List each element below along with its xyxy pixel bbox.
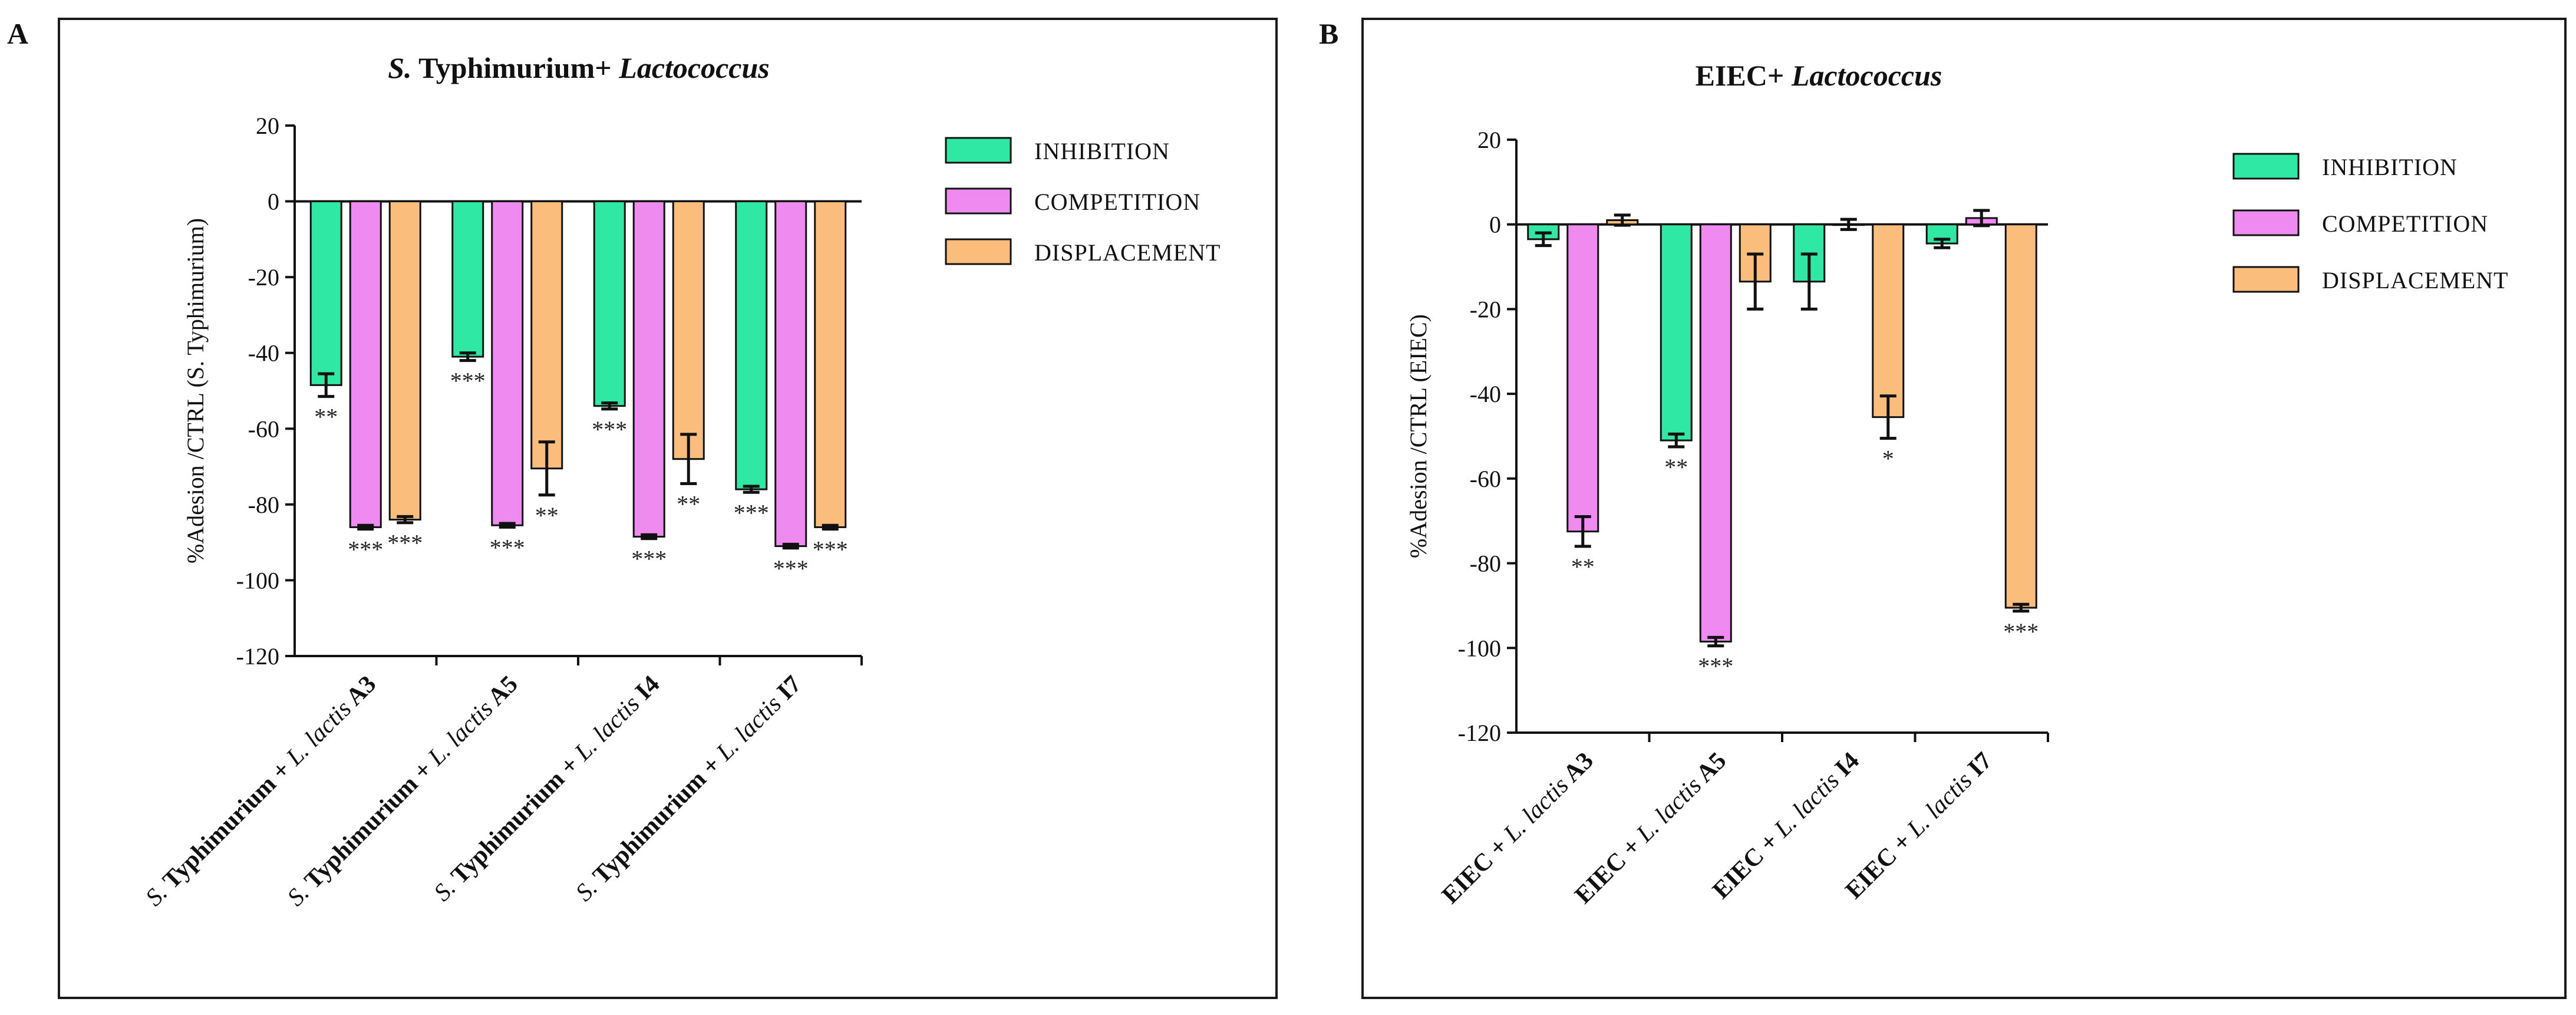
chartA-sig-label: *** [450,368,486,394]
chartA-legend-label-competition: COMPETITION [1034,189,1200,215]
chartB-ytick-label: -40 [1470,381,1501,407]
chartB-ytick-label: -80 [1470,551,1501,577]
panel-a-frame [58,18,1278,999]
chartA-sig-label: *** [773,555,809,582]
chartA-sig-label: *** [734,499,769,526]
chartA-ytick-label: -100 [236,567,279,594]
chartA-sig-label: *** [631,546,667,572]
chartB-sig-label: ** [1571,553,1595,580]
chartB-sig-label: ** [1664,454,1688,480]
chartA-bar-displacement [672,200,705,460]
chartA-bar-competition [632,200,665,538]
chartB-legend-label-competition: COMPETITION [2322,210,2488,237]
chartB-ytick-label: -120 [1458,720,1501,746]
chartB-legend-label-inhibition: INHIBITION [2322,154,2458,180]
chartA-sig-label: *** [813,536,848,563]
chartB-category-label: EIEC + L. lactis I4 [1707,747,1864,904]
chartA-bar-displacement [814,200,847,528]
chartB-ytick-label: -60 [1470,466,1501,492]
chartA-sig-label: *** [387,530,423,556]
chartB-ytick-label: -100 [1458,635,1501,661]
chartA-ytick-label: -40 [248,340,279,367]
chartB-bar-displacement [2004,223,2037,609]
chartA-ytick-label: -20 [248,264,279,291]
chartB-legend-swatch-inhibition [2232,153,2300,180]
chartA-sig-label: ** [535,502,559,529]
chartA-legend-swatch-displacement [945,238,1012,265]
chartB-bar-competition [1699,223,1732,643]
chartA-sig-label: *** [490,534,525,561]
chartA-ytick-label: -120 [236,643,279,670]
chartB-legend-label-displacement: DISPLACEMENT [2322,267,2508,294]
panel-label-b: B [1319,17,1339,50]
panel-label-a: A [7,17,29,50]
chartB-sig-label: * [1882,446,1894,472]
chartA-bar-inhibition [735,200,768,490]
chartB-bar-competition [1566,223,1599,533]
chartA-legend-label-inhibition: INHIBITION [1034,138,1170,164]
chartB-title: EIEC+ Lactococcus [1696,59,1942,92]
panel-b-frame [1361,18,2567,999]
chartB-sig-label: *** [2003,618,2039,645]
chartA-sig-label: *** [592,416,627,443]
chartB-ytick-label: 0 [1489,212,1501,238]
chartA-title: S. Typhimurium+ Lactococcus [388,51,770,84]
chartA-legend-swatch-inhibition [945,137,1012,164]
chartA-ytick-label: 0 [268,189,279,215]
chartA-bar-competition [349,200,382,528]
chartB-y-label: %Adesion /CTRL (EIEC) [1405,314,1432,558]
chartB-sig-label: *** [1698,653,1733,680]
chartB-bar-displacement [1872,223,1905,418]
chartB-legend-swatch-displacement [2232,266,2300,293]
chartB-ytick-label: 20 [1477,127,1501,153]
chartA-bar-displacement [388,200,421,521]
chartA-sig-label: *** [348,536,383,563]
chartA-bar-displacement [530,200,563,470]
chartB-category-label: EIEC + L. lactis I7 [1841,747,1997,904]
chartB-ytick-label: -20 [1470,296,1501,322]
chartA-ytick-label: -60 [248,416,279,442]
chartA-sig-label: ** [314,404,338,430]
chartA-bar-inhibition [309,200,342,386]
chartA-ytick-label: 20 [256,113,279,139]
chartB-bar-inhibition [1660,223,1693,441]
chartB-legend-swatch-competition [2232,209,2300,236]
chartA-ytick-label: -80 [248,492,279,518]
chartA-legend-swatch-competition [945,187,1012,215]
chartA-sig-label: ** [677,491,700,518]
chartA-legend-label-displacement: DISPLACEMENT [1034,239,1221,266]
chartA-y-label: %Adesion /CTRL (S. Typhimurium) [182,218,209,563]
chartA-bar-inhibition [451,200,484,358]
